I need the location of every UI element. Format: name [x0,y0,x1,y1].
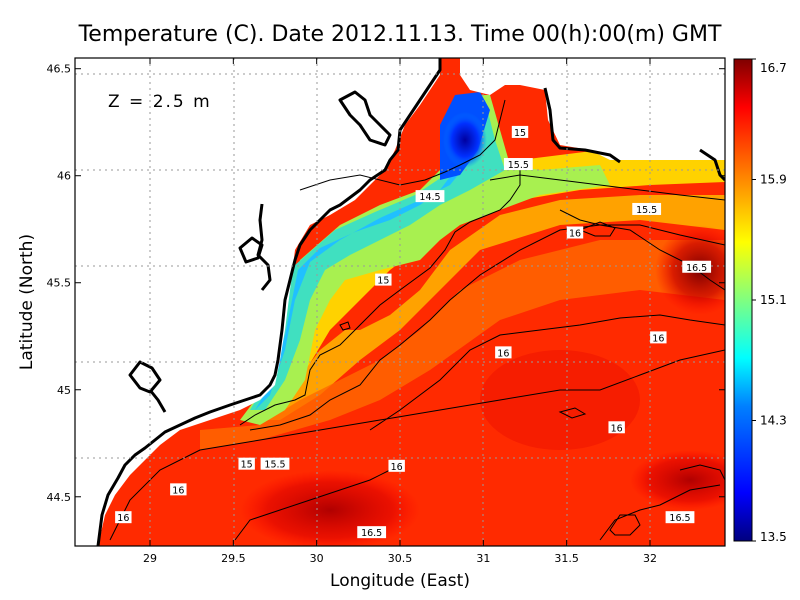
contour-label: 15 [511,125,529,139]
svg-text:16: 16 [172,485,184,496]
x-axis-label: Longitude (East) [330,571,470,591]
contour-label: 15.5 [503,158,533,171]
contour-label: 15 [238,457,255,471]
temperature-field: 15 15.5 14.5 15.5 16 15 16.5 16 16 16 15 15.5 16 16 16… [75,58,725,595]
colorbar-tick-label: 15.9 [760,173,787,187]
colorbar-tick-label: 13.5 [760,530,787,544]
contour-label: 16 [608,421,625,434]
contour-label: 16 [622,582,638,595]
contour-label: 16 [495,346,512,359]
svg-text:15: 15 [241,460,253,471]
svg-text:16: 16 [652,333,664,344]
x-tick-label: 31.5 [554,552,579,565]
svg-text:16: 16 [624,584,636,595]
x-tick-label: 30.5 [388,552,413,565]
contour-label: 14.5 [415,190,445,203]
y-tick-label: 45.5 [47,277,72,290]
svg-text:15.5: 15.5 [636,205,657,216]
svg-text:16: 16 [611,423,623,434]
depth-label: Z = 2.5 m [108,92,212,112]
x-tick-label: 29 [143,552,157,565]
svg-text:16.5: 16.5 [686,263,707,274]
svg-text:16.5: 16.5 [361,528,382,539]
svg-text:15: 15 [514,128,526,139]
contour-label: 16.5 [682,260,712,274]
contour-label: 16 [388,459,405,473]
x-tick-label: 32 [643,552,657,565]
svg-text:15.5: 15.5 [264,460,285,471]
colorbar-tick-label: 14.3 [760,414,787,428]
y-axis: 44.5 45 45.5 46 46.5 [47,63,725,504]
contour-label: 16 [650,331,667,344]
map-title: Temperature (C). Date 2012.11.13. Time 0… [78,22,722,47]
svg-text:16: 16 [391,462,403,473]
contour-label: 15.5 [260,457,290,471]
x-axis: 29 29.5 30 30.5 31 31.5 32 [143,58,657,565]
contour-label: 15 [375,273,392,287]
y-axis-label: Latitude (North) [17,234,37,370]
contour-label: 16.5 [261,550,290,563]
contour-label: 16 [566,226,584,240]
contour-label: 16.5 [665,511,695,524]
colorbar-tick-label: 16.7 [760,61,787,75]
svg-text:14.5: 14.5 [419,192,440,203]
svg-text:16.5: 16.5 [669,513,690,524]
svg-text:16: 16 [497,348,509,359]
contour-label: 16 [115,511,132,524]
svg-text:15.5: 15.5 [508,160,529,171]
colorbar: 16.7 15.9 15.1 14.3 13.5 [733,58,787,544]
svg-text:16: 16 [569,229,581,240]
svg-text:15: 15 [377,276,389,287]
svg-text:16: 16 [629,554,641,565]
svg-text:16: 16 [117,513,129,524]
colorbar-gradient [733,58,753,542]
y-tick-label: 44.5 [47,491,72,504]
x-tick-label: 31 [476,552,490,565]
y-tick-label: 46 [57,170,71,183]
y-tick-label: 46.5 [47,63,72,76]
y-tick-label: 45 [57,384,71,397]
contour-label: 16.5 [357,526,387,539]
x-tick-label: 29.5 [221,552,246,565]
contour-label: 15.5 [632,202,662,216]
svg-text:16.5: 16.5 [264,552,285,563]
contour-label: 16 [627,552,643,565]
contour-label: 16 [170,483,187,496]
colorbar-tick-label: 15.1 [760,293,787,307]
x-tick-label: 30 [310,552,324,565]
